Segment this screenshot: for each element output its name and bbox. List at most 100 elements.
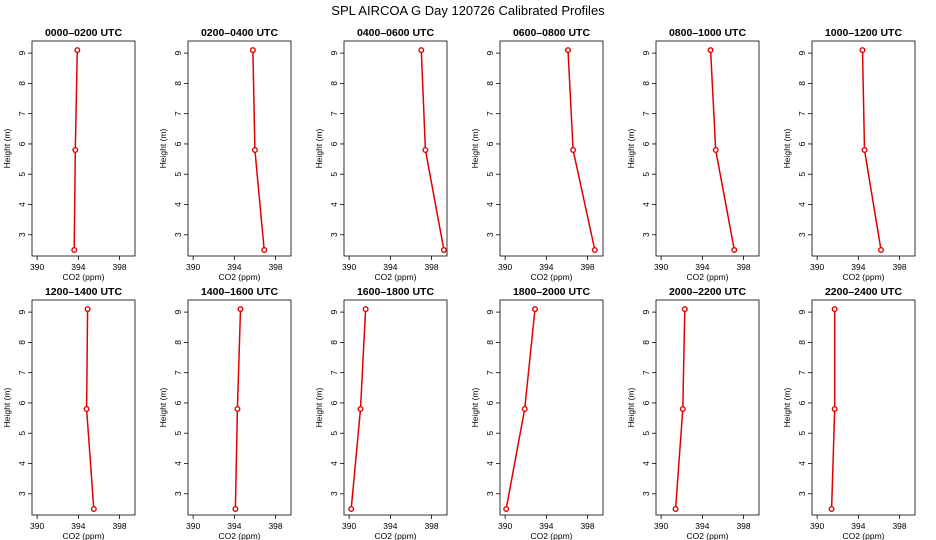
y-tick-label: 9 (17, 309, 27, 314)
profile-point (532, 306, 539, 313)
y-tick-label: 7 (173, 370, 183, 375)
y-tick-label: 4 (641, 461, 651, 466)
x-axis-label: CO2 (ppm) (842, 272, 884, 282)
plot-frame (187, 299, 292, 516)
panel-title: 0800–1000 UTC (669, 27, 746, 39)
profile-panel: 0400–0600 UTC 390 394 398 3 4 5 6 7 8 9 CO2 (ppm) He… (314, 27, 448, 282)
profile-panel: 0600–0800 UTC 390 394 398 3 4 5 6 7 8 9 CO2 (ppm) He… (470, 27, 604, 282)
y-tick-label: 7 (173, 111, 183, 116)
profile-panel: 0800–1000 UTC 390 394 398 3 4 5 6 7 8 9 CO2 (ppm) He… (626, 27, 760, 282)
y-tick-label: 5 (329, 431, 339, 436)
profile-point (362, 306, 369, 313)
x-tick-label: 390 (342, 262, 356, 272)
profile-point (712, 147, 719, 154)
x-tick-label: 390 (810, 521, 824, 531)
x-tick-label: 390 (498, 262, 512, 272)
x-axis-label: CO2 (ppm) (218, 531, 260, 540)
profile-point (591, 246, 598, 253)
profile-panel: 1800–2000 UTC 390 394 398 3 4 5 6 7 8 9 CO2 (ppm) He… (470, 286, 604, 540)
y-tick-label: 4 (329, 461, 339, 466)
x-tick-label: 398 (736, 521, 750, 531)
x-tick-label: 390 (810, 262, 824, 272)
profile-point (357, 406, 364, 413)
y-tick-label: 3 (17, 491, 27, 496)
plot-frame (655, 40, 760, 257)
profile-point (72, 147, 79, 154)
profile-point (84, 306, 91, 313)
y-axis-label: Height (m) (158, 129, 168, 169)
y-tick-label: 5 (797, 172, 807, 177)
y-tick-label: 5 (173, 431, 183, 436)
profile-point (859, 47, 866, 54)
profile-point (90, 505, 97, 512)
y-axis-label: Height (m) (626, 388, 636, 428)
y-tick-label: 9 (797, 50, 807, 55)
y-tick-label: 8 (173, 81, 183, 86)
y-tick-label: 6 (485, 400, 495, 405)
y-tick-label: 4 (485, 461, 495, 466)
x-tick-label: 390 (186, 262, 200, 272)
y-axis-label: Height (m) (470, 388, 480, 428)
profile-point (521, 406, 528, 413)
y-axis-label: Height (m) (2, 129, 12, 169)
plot-frame (811, 299, 916, 516)
y-tick-label: 3 (797, 491, 807, 496)
y-tick-label: 4 (797, 461, 807, 466)
profile-panel: 2000–2200 UTC 390 394 398 3 4 5 6 7 8 9 CO2 (ppm) He… (626, 286, 760, 540)
x-axis-label: CO2 (ppm) (530, 531, 572, 540)
x-tick-label: 394 (383, 262, 397, 272)
panel-title: 2000–2200 UTC (669, 286, 746, 298)
panel-title: 1800–2000 UTC (513, 286, 590, 298)
plot-frame (31, 40, 136, 257)
y-tick-label: 8 (797, 81, 807, 86)
x-tick-label: 390 (654, 262, 668, 272)
panel-title: 0000–0200 UTC (45, 27, 122, 39)
x-axis-label: CO2 (ppm) (374, 531, 416, 540)
plot-frame (343, 40, 448, 257)
profile-point (249, 47, 256, 54)
x-axis-label: CO2 (ppm) (218, 272, 260, 282)
y-tick-label: 7 (641, 111, 651, 116)
plot-frame (499, 40, 604, 257)
y-tick-label: 6 (329, 400, 339, 405)
y-tick-label: 3 (329, 232, 339, 237)
profile-point (261, 246, 268, 253)
y-tick-label: 9 (485, 309, 495, 314)
y-tick-label: 7 (17, 111, 27, 116)
profile-point (828, 505, 835, 512)
y-tick-label: 3 (485, 232, 495, 237)
panel-title: 1600–1800 UTC (357, 286, 434, 298)
y-tick-label: 6 (173, 400, 183, 405)
y-tick-label: 8 (797, 340, 807, 345)
y-tick-label: 3 (641, 232, 651, 237)
profile-point (348, 505, 355, 512)
profile-panel: 1200–1400 UTC 390 394 398 3 4 5 6 7 8 9 CO2 (ppm) He… (2, 286, 136, 540)
x-axis-label: CO2 (ppm) (686, 531, 728, 540)
y-tick-label: 5 (173, 172, 183, 177)
y-tick-label: 6 (173, 141, 183, 146)
y-tick-label: 4 (641, 202, 651, 207)
profile-point (232, 505, 239, 512)
profile-point (831, 306, 838, 313)
y-axis-label: Height (m) (626, 129, 636, 169)
x-tick-label: 394 (227, 262, 241, 272)
y-tick-label: 4 (17, 202, 27, 207)
y-tick-label: 7 (485, 370, 495, 375)
y-tick-label: 4 (173, 202, 183, 207)
x-tick-label: 390 (654, 521, 668, 531)
x-tick-label: 398 (892, 262, 906, 272)
plot-frame (655, 299, 760, 516)
y-tick-label: 4 (485, 202, 495, 207)
y-tick-label: 3 (797, 232, 807, 237)
x-tick-label: 394 (539, 262, 553, 272)
y-tick-label: 6 (641, 400, 651, 405)
panel-title: 1000–1200 UTC (825, 27, 902, 39)
plot-frame (187, 40, 292, 257)
x-tick-label: 390 (342, 521, 356, 531)
y-tick-label: 8 (641, 81, 651, 86)
x-tick-label: 398 (112, 521, 126, 531)
x-tick-label: 394 (851, 521, 865, 531)
y-axis-label: Height (m) (158, 388, 168, 428)
